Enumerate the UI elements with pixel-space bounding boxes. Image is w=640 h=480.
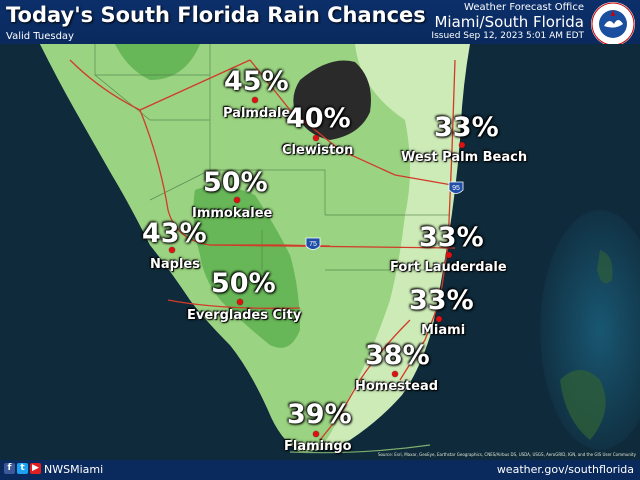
chance-flamingo: 39% — [287, 399, 352, 430]
footer-bar: f t ▶ NWSMiami weather.gov/southflorida — [0, 460, 640, 480]
page-title: Today's South Florida Rain Chances — [6, 3, 426, 27]
city-naples: Naples — [150, 257, 200, 272]
chance-west-palm-beach: 33% — [434, 112, 499, 143]
chance-palmdale: 45% — [224, 66, 289, 97]
city-miami: Miami — [421, 323, 466, 338]
city-palmdale: Palmdale — [223, 106, 291, 121]
svg-text:95: 95 — [452, 185, 460, 192]
city-dot-fort-lauderdale — [446, 252, 452, 258]
website-link[interactable]: weather.gov/southflorida — [496, 463, 634, 476]
city-dot-clewiston — [313, 135, 319, 141]
city-dot-immokalee — [234, 197, 240, 203]
land-50s-zone — [193, 186, 300, 348]
city-homestead: Homestead — [355, 379, 439, 394]
chance-naples: 43% — [142, 218, 207, 249]
i-95-shield-icon: 95 — [448, 181, 464, 194]
florida-keys — [289, 444, 431, 454]
county-lines — [94, 44, 450, 271]
city-dot-everglades-city — [237, 299, 243, 305]
city-dot-homestead — [392, 371, 398, 377]
city-clewiston: Clewiston — [282, 143, 354, 158]
chance-homestead: 38% — [365, 340, 430, 371]
bahamas-island — [560, 370, 606, 440]
nws-logo-icon — [591, 2, 635, 46]
social-handle[interactable]: NWSMiami — [44, 463, 104, 476]
city-dot-west-palm-beach — [459, 142, 465, 148]
chance-fort-lauderdale: 33% — [419, 222, 484, 253]
issued-time: Issued Sep 12, 2023 5:01 AM EDT — [431, 31, 584, 41]
land-50s-zone — [115, 44, 200, 80]
twitter-icon[interactable]: t — [17, 463, 28, 474]
city-immokalee: Immokalee — [192, 206, 273, 221]
city-fort-lauderdale: Fort Lauderdale — [390, 260, 507, 275]
header-bar: Today's South Florida Rain Chances Valid… — [0, 0, 640, 46]
city-flamingo: Flamingo — [284, 439, 352, 454]
office-name: Miami/South Florida — [434, 13, 584, 31]
chance-clewiston: 40% — [286, 103, 351, 134]
chance-everglades-city: 50% — [211, 268, 276, 299]
youtube-icon[interactable]: ▶ — [30, 463, 41, 474]
rain-chance-map: 75 95 — [0, 44, 640, 460]
city-everglades-city: Everglades City — [187, 308, 302, 323]
chance-immokalee: 50% — [203, 167, 268, 198]
city-dot-flamingo — [313, 431, 319, 437]
city-dot-miami — [436, 316, 442, 322]
city-west-palm-beach: West Palm Beach — [401, 150, 528, 165]
city-dot-palmdale — [252, 97, 258, 103]
bahamas-island — [597, 250, 613, 284]
svg-text:75: 75 — [309, 241, 317, 248]
chance-miami: 33% — [409, 285, 474, 316]
office-label: Weather Forecast Office — [464, 2, 584, 13]
lake-okeechobee — [293, 60, 371, 140]
i-75-shield-icon: 75 — [305, 237, 321, 250]
highways — [69, 59, 456, 441]
valid-day: Valid Tuesday — [6, 31, 74, 42]
map-attribution: Source: Esri, Maxar, GeoEye, Earthstar G… — [377, 452, 636, 457]
city-dot-naples — [169, 247, 175, 253]
facebook-icon[interactable]: f — [4, 463, 15, 474]
